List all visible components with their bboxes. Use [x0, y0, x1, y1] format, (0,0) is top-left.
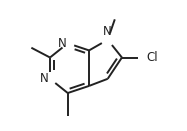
Text: N: N	[58, 37, 66, 50]
Text: Cl: Cl	[146, 51, 158, 64]
Text: N: N	[103, 25, 112, 38]
Text: N: N	[40, 72, 49, 85]
